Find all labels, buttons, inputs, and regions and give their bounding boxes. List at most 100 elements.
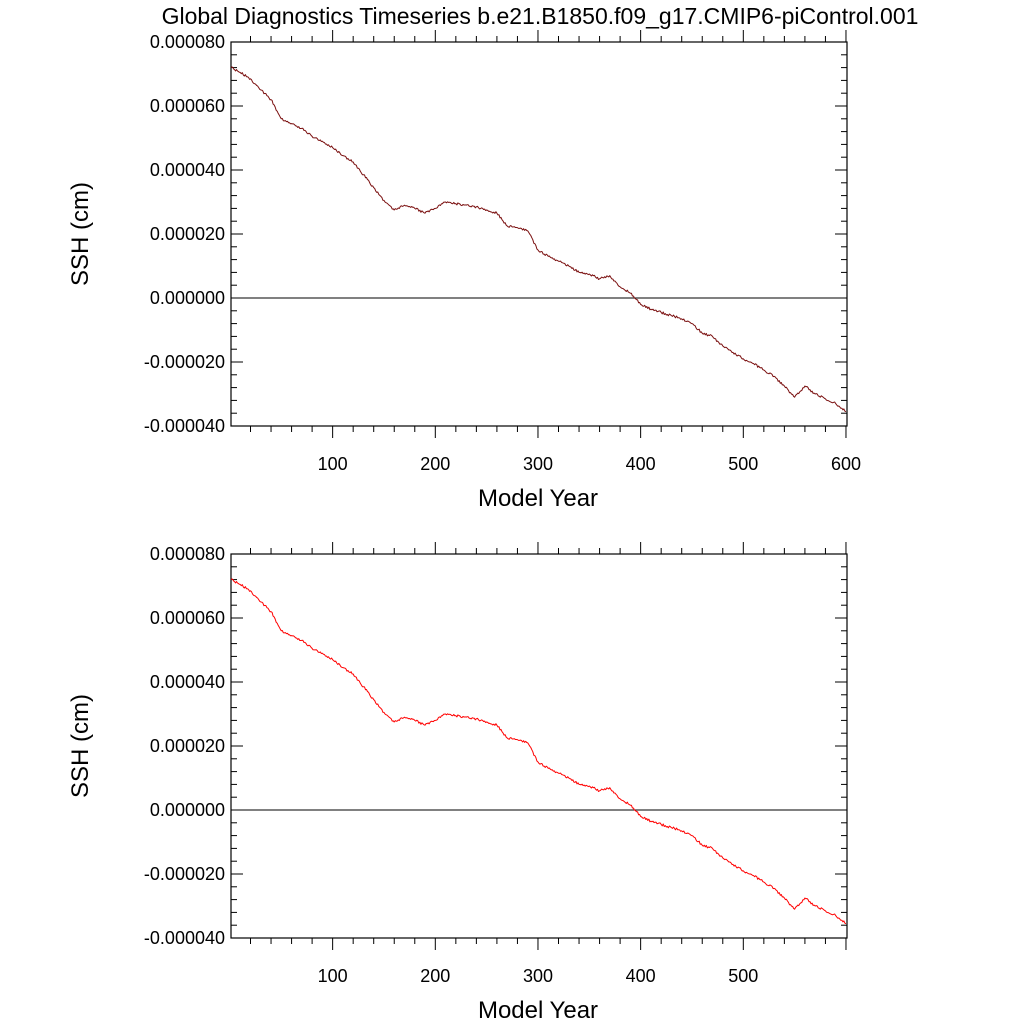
ssh-data-point bbox=[250, 590, 251, 591]
ssh-data-point bbox=[455, 715, 456, 716]
ssh-data-point bbox=[322, 653, 323, 654]
ssh-data-point bbox=[743, 358, 744, 359]
x-tick-label: 500 bbox=[728, 454, 758, 474]
ssh-data-point bbox=[825, 910, 826, 911]
top-panel: -0.000040 -0.000020 0.000000 0.000020 0.0000… bbox=[67, 30, 861, 512]
ssh-data-point bbox=[517, 739, 518, 740]
x-tick-label: 300 bbox=[523, 454, 553, 474]
chart-title: Global Diagnostics Timeseries b.e21.B185… bbox=[162, 3, 919, 29]
ssh-data-point bbox=[496, 213, 497, 214]
ssh-data-point bbox=[568, 777, 569, 778]
y-tick-label: 0.000020 bbox=[150, 224, 225, 244]
ssh-data-point bbox=[342, 155, 343, 156]
ssh-data-point bbox=[332, 659, 333, 660]
ssh-data-point bbox=[537, 761, 538, 762]
ssh-data-point bbox=[414, 208, 415, 209]
ssh-data-point bbox=[835, 403, 836, 404]
ssh-data-point bbox=[466, 717, 467, 718]
ssh-data-point bbox=[763, 369, 764, 370]
ssh-data-point bbox=[815, 905, 816, 906]
ssh-data-point bbox=[784, 897, 785, 898]
ssh-data-point bbox=[260, 89, 261, 90]
ssh-data-point bbox=[496, 725, 497, 726]
ssh-data-point bbox=[527, 742, 528, 743]
ssh-data-point bbox=[537, 249, 538, 250]
plot-frame bbox=[230, 41, 848, 427]
ssh-data-point bbox=[322, 141, 323, 142]
y-tick-label: -0.000020 bbox=[144, 864, 225, 884]
ssh-data-point bbox=[691, 835, 692, 836]
x-tick-label: 100 bbox=[318, 966, 348, 986]
ssh-data-point bbox=[414, 720, 415, 721]
y-tick-label: 0.000080 bbox=[150, 544, 225, 564]
ssh-data-point bbox=[589, 785, 590, 786]
ssh-data-point bbox=[815, 393, 816, 394]
ssh-data-point bbox=[640, 304, 641, 305]
ssh-data-point bbox=[373, 187, 374, 188]
ssh-data-point bbox=[732, 864, 733, 865]
ssh-data-point bbox=[424, 213, 425, 214]
ssh-data-point bbox=[578, 272, 579, 273]
ssh-data-point bbox=[691, 323, 692, 324]
ssh-data-point bbox=[630, 805, 631, 806]
ssh-data-point bbox=[650, 821, 651, 822]
ssh-data-point bbox=[804, 897, 805, 898]
plot-frame bbox=[230, 553, 848, 939]
x-axis-title: Model Year bbox=[478, 485, 598, 512]
ssh-data-point bbox=[476, 206, 477, 207]
ssh-data-point bbox=[548, 256, 549, 257]
ssh-data-point bbox=[835, 915, 836, 916]
ssh-data-point bbox=[845, 411, 846, 412]
ssh-data-point bbox=[825, 398, 826, 399]
ssh-data-point bbox=[722, 345, 723, 346]
x-tick-label: 600 bbox=[831, 454, 861, 474]
y-tick-label: 0.000040 bbox=[150, 672, 225, 692]
ssh-data-point bbox=[240, 584, 241, 585]
y-tick-label: 0.000000 bbox=[150, 288, 225, 308]
x-tick-label: 300 bbox=[523, 966, 553, 986]
y-axis-title: SSH (cm) bbox=[67, 182, 94, 286]
ssh-data-point bbox=[609, 787, 610, 788]
y-tick-label: 0.000000 bbox=[150, 800, 225, 820]
ssh-data-point bbox=[640, 816, 641, 817]
ssh-data-point bbox=[753, 363, 754, 364]
y-tick-label: 0.000060 bbox=[150, 608, 225, 628]
x-tick-label: 500 bbox=[728, 966, 758, 986]
ssh-data-point bbox=[774, 376, 775, 377]
ssh-data-point bbox=[281, 118, 282, 119]
ssh-data-point bbox=[466, 205, 467, 206]
ssh-data-point bbox=[702, 845, 703, 846]
ssh-data-point bbox=[394, 721, 395, 722]
y-tick-label: 0.000080 bbox=[150, 32, 225, 52]
ssh-data-point bbox=[558, 773, 559, 774]
ssh-data-point bbox=[363, 174, 364, 175]
ssh-data-point bbox=[548, 768, 549, 769]
ssh-data-point bbox=[455, 203, 456, 204]
ssh-data-point bbox=[794, 909, 795, 910]
ssh-data-point bbox=[784, 385, 785, 386]
ssh-data-point bbox=[270, 99, 271, 100]
ssh-data-point bbox=[681, 830, 682, 831]
ssh-data-point bbox=[794, 397, 795, 398]
ssh-data-point bbox=[383, 712, 384, 713]
ssh-data-point bbox=[661, 824, 662, 825]
ssh-data-point bbox=[250, 78, 251, 79]
y-tick-label: -0.000020 bbox=[144, 352, 225, 372]
ssh-data-point bbox=[774, 888, 775, 889]
ssh-series-line bbox=[230, 578, 847, 925]
x-axis-title: Model Year bbox=[478, 997, 598, 1024]
ssh-data-point bbox=[712, 848, 713, 849]
ssh-data-point bbox=[404, 717, 405, 718]
ssh-data-point bbox=[732, 352, 733, 353]
ssh-data-point bbox=[671, 315, 672, 316]
ssh-data-point bbox=[527, 230, 528, 231]
ssh-data-point bbox=[599, 790, 600, 791]
ssh-data-point bbox=[363, 686, 364, 687]
ssh-data-point bbox=[332, 147, 333, 148]
ssh-data-point bbox=[661, 312, 662, 313]
ssh-data-point bbox=[681, 318, 682, 319]
x-tick-label: 100 bbox=[318, 454, 348, 474]
ssh-data-point bbox=[609, 275, 610, 276]
bottom-panel: -0.000040 -0.000020 0.000000 0.000020 0.0000… bbox=[67, 542, 848, 1024]
ssh-data-point bbox=[291, 635, 292, 636]
